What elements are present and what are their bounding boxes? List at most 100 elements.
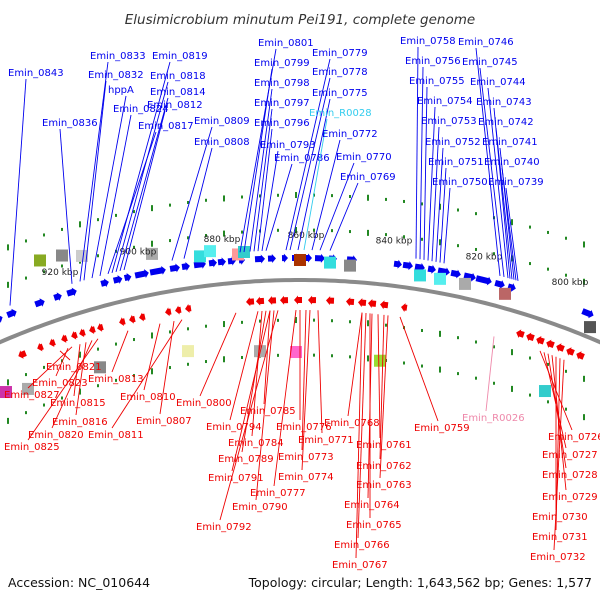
label-leader-line bbox=[329, 182, 359, 251]
gc-tick bbox=[205, 198, 207, 202]
gc-tick bbox=[403, 235, 405, 239]
feature-box bbox=[146, 247, 158, 260]
label-leader-line bbox=[355, 312, 363, 559]
forward-gene bbox=[581, 308, 594, 319]
gc-tick bbox=[169, 203, 171, 207]
reverse-gene-label: Emin_0765 bbox=[346, 520, 402, 531]
feature-box bbox=[182, 345, 194, 358]
reverse-gene bbox=[368, 299, 377, 308]
forward-gene bbox=[169, 263, 180, 273]
reverse-gene bbox=[97, 323, 104, 332]
reverse-gene-label: Emin_0785 bbox=[240, 406, 296, 417]
forward-gene-label: Emin_0772 bbox=[322, 129, 378, 140]
gc-tick bbox=[403, 361, 405, 365]
forward-gene-label: Emin_0793 bbox=[260, 140, 316, 151]
reverse-gene bbox=[119, 317, 126, 327]
forward-gene-label: Emin_0741 bbox=[482, 137, 538, 148]
gc-tick bbox=[277, 193, 279, 197]
gc-tick bbox=[529, 356, 531, 360]
label-leader-line bbox=[27, 346, 73, 389]
gc-tick bbox=[61, 396, 63, 400]
gc-tick bbox=[277, 353, 279, 357]
gc-tick bbox=[385, 323, 387, 327]
reverse-gene bbox=[175, 305, 182, 315]
reverse-gene-label: Emin_0800 bbox=[176, 398, 232, 409]
gc-tick bbox=[511, 385, 513, 392]
gc-tick bbox=[385, 197, 387, 201]
reverse-gene bbox=[71, 331, 78, 340]
label-leader-line bbox=[111, 330, 129, 373]
reverse-gene-label: Emin_0790 bbox=[232, 502, 288, 513]
reverse-gene-label: Emin_0794 bbox=[206, 422, 262, 433]
forward-gene-label: Emin_0836 bbox=[42, 118, 98, 129]
gc-tick bbox=[439, 366, 441, 373]
label-leader-line bbox=[475, 47, 501, 276]
gc-tick bbox=[223, 321, 225, 328]
forward-gene bbox=[314, 253, 325, 263]
gc-tick bbox=[151, 240, 153, 247]
gc-tick bbox=[331, 194, 333, 198]
feature-box bbox=[294, 254, 306, 266]
gc-tick bbox=[7, 244, 9, 251]
gc-tick bbox=[7, 417, 9, 424]
label-leader-line bbox=[261, 150, 279, 251]
reverse-gene bbox=[326, 296, 335, 306]
gc-tick bbox=[79, 221, 81, 228]
gc-tick bbox=[475, 376, 477, 380]
label-leader-line bbox=[73, 344, 81, 397]
reverse-gene-label: Emin_0792 bbox=[196, 522, 252, 533]
label-leader-line bbox=[501, 167, 517, 281]
gc-tick bbox=[25, 239, 27, 243]
label-leader-line bbox=[553, 359, 565, 551]
reverse-gene bbox=[49, 338, 56, 347]
reverse-gene-label: Emin_0777 bbox=[250, 488, 306, 499]
scale-label: 840 kbp bbox=[376, 237, 413, 247]
label-leader-line bbox=[301, 310, 311, 471]
label-leader-line bbox=[249, 88, 273, 252]
forward-gene-label: Emin_0798 bbox=[254, 78, 310, 89]
forward-gene-label: Emin_0819 bbox=[152, 51, 208, 62]
gc-tick bbox=[61, 359, 63, 363]
gc-tick bbox=[583, 375, 585, 382]
label-leader-line bbox=[9, 78, 27, 306]
gc-tick bbox=[583, 241, 585, 248]
gc-tick bbox=[583, 278, 585, 285]
reverse-gene-label: Emin_0764 bbox=[344, 500, 400, 511]
gc-tick bbox=[349, 320, 351, 324]
label-leader-line bbox=[219, 310, 279, 521]
gc-tick bbox=[97, 347, 99, 351]
label-leader-line bbox=[273, 309, 297, 487]
label-leader-line bbox=[547, 353, 567, 469]
label-leader-line bbox=[439, 167, 447, 263]
scale-label: 920 kbp bbox=[42, 268, 79, 278]
label-leader-line bbox=[251, 310, 263, 437]
gc-tick bbox=[79, 388, 81, 395]
reverse-gene bbox=[129, 314, 136, 324]
gc-tick bbox=[403, 199, 405, 203]
gc-tick bbox=[205, 360, 207, 364]
label-leader-line bbox=[377, 314, 381, 439]
reverse-gene-label: Emin_0813 bbox=[88, 374, 144, 385]
label-leader-line bbox=[551, 355, 567, 491]
forward-gene bbox=[402, 261, 413, 271]
reverse-gene-label: Emin_0807 bbox=[136, 416, 192, 427]
gc-tick bbox=[259, 319, 261, 323]
forward-gene bbox=[123, 273, 132, 282]
reverse-gene bbox=[358, 298, 367, 308]
forward-gene bbox=[217, 257, 226, 267]
gc-tick bbox=[331, 354, 333, 358]
feature-box bbox=[94, 361, 106, 374]
feature-box bbox=[76, 249, 88, 262]
gc-tick bbox=[439, 203, 441, 210]
forward-gene-label: Emin_0799 bbox=[254, 58, 310, 69]
gc-tick bbox=[43, 365, 45, 369]
reverse-gene-label: Emin_0731 bbox=[532, 532, 588, 543]
forward-gene bbox=[112, 275, 123, 284]
forward-gene bbox=[66, 287, 77, 297]
gc-tick bbox=[241, 355, 243, 359]
reverse-gene bbox=[256, 296, 265, 306]
gc-tick bbox=[475, 340, 477, 344]
forward-gene-label: Emin_0758 bbox=[400, 36, 456, 47]
forward-gene bbox=[450, 269, 461, 279]
reverse-gene bbox=[18, 350, 27, 359]
